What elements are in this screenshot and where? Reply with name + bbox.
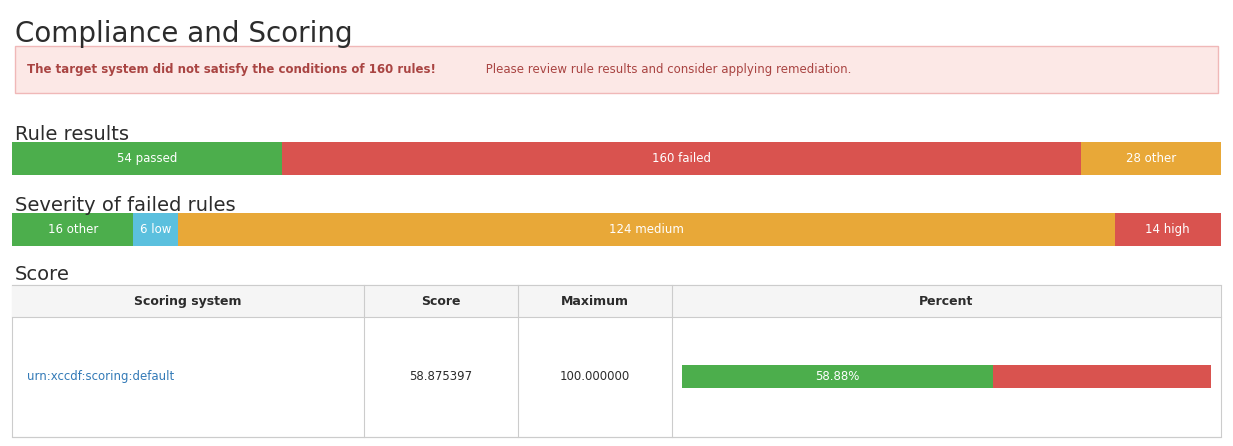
Text: urn:xccdf:scoring:default: urn:xccdf:scoring:default <box>27 370 174 384</box>
Text: 124 medium: 124 medium <box>609 223 684 236</box>
Text: 58.88%: 58.88% <box>815 370 859 384</box>
Text: Compliance and Scoring: Compliance and Scoring <box>15 20 353 48</box>
Text: Please review rule results and consider applying remediation.: Please review rule results and consider … <box>482 62 851 76</box>
Text: Percent: Percent <box>919 294 974 308</box>
FancyBboxPatch shape <box>994 365 1211 388</box>
FancyBboxPatch shape <box>1115 213 1221 246</box>
Text: Scoring system: Scoring system <box>134 294 242 308</box>
FancyBboxPatch shape <box>12 213 133 246</box>
Text: Score: Score <box>420 294 461 308</box>
Text: 58.875397: 58.875397 <box>409 370 472 384</box>
Text: 160 failed: 160 failed <box>652 152 711 165</box>
Text: 14 high: 14 high <box>1145 223 1190 236</box>
Text: 28 other: 28 other <box>1126 152 1176 165</box>
FancyBboxPatch shape <box>682 365 994 388</box>
Text: Rule results: Rule results <box>15 125 128 144</box>
FancyBboxPatch shape <box>12 285 1221 317</box>
Text: Maximum: Maximum <box>561 294 629 308</box>
FancyBboxPatch shape <box>15 46 1218 93</box>
FancyBboxPatch shape <box>133 213 179 246</box>
Text: 54 passed: 54 passed <box>117 152 178 165</box>
FancyBboxPatch shape <box>12 285 1221 437</box>
Text: Score: Score <box>15 265 70 285</box>
Text: 16 other: 16 other <box>48 223 97 236</box>
FancyBboxPatch shape <box>282 142 1081 175</box>
FancyBboxPatch shape <box>12 142 282 175</box>
Text: The target system did not satisfy the conditions of 160 rules!: The target system did not satisfy the co… <box>27 62 436 76</box>
Text: 6 low: 6 low <box>141 223 171 236</box>
Text: Severity of failed rules: Severity of failed rules <box>15 196 236 215</box>
FancyBboxPatch shape <box>1081 142 1221 175</box>
Text: 100.000000: 100.000000 <box>560 370 630 384</box>
FancyBboxPatch shape <box>179 213 1115 246</box>
